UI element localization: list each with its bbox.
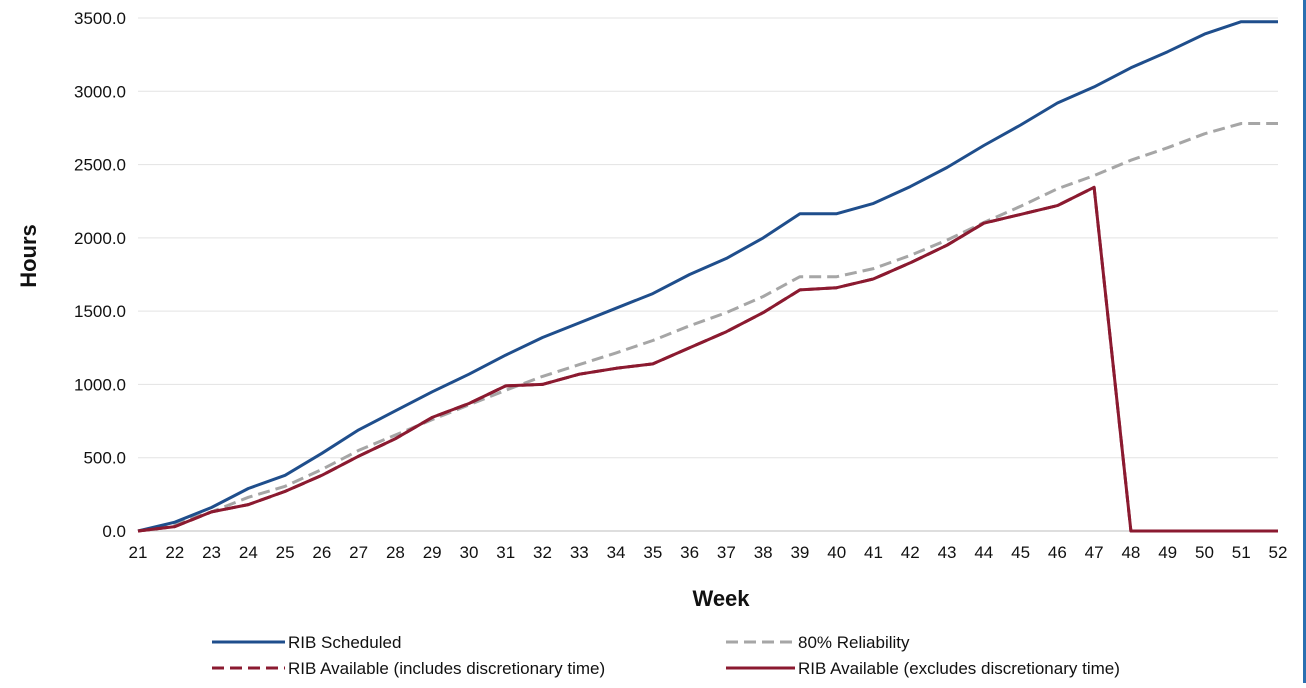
y-tick-label: 3000.0: [74, 82, 126, 101]
x-tick-label: 40: [827, 543, 846, 562]
x-tick-label: 23: [202, 543, 221, 562]
x-tick-label: 36: [680, 543, 699, 562]
x-tick-label: 37: [717, 543, 736, 562]
y-tick-label: 3500.0: [74, 9, 126, 28]
y-axis-title: Hours: [16, 224, 41, 288]
x-tick-label: 31: [496, 543, 515, 562]
x-tick-label: 38: [754, 543, 773, 562]
x-tick-label: 52: [1269, 543, 1288, 562]
x-tick-label: 34: [607, 543, 626, 562]
x-tick-label: 28: [386, 543, 405, 562]
x-tick-label: 46: [1048, 543, 1067, 562]
y-tick-label: 1000.0: [74, 375, 126, 394]
x-tick-label: 43: [938, 543, 957, 562]
x-tick-labels: 21 22 23 24 25 26 27 28 29 30 31 32 33 34 35 36 37 38 39 40…: [129, 543, 1288, 562]
x-tick-label: 33: [570, 543, 589, 562]
y-tick-label: 2000.0: [74, 229, 126, 248]
series-line-1: [137, 122, 1278, 533]
legend-item: RIB Available (excludes discretionary ti…: [726, 659, 1120, 678]
legend-label: RIB Scheduled: [288, 633, 401, 652]
x-tick-label: 44: [974, 543, 993, 562]
x-tick-label: 48: [1121, 543, 1140, 562]
legend-item: RIB Available (includes discretionary ti…: [212, 659, 605, 678]
legend: RIB Scheduled 80% Reliability RIB Availabl…: [212, 633, 1120, 678]
y-tick-label: 2500.0: [74, 156, 126, 175]
x-tick-label: 30: [460, 543, 479, 562]
legend-label: RIB Available (includes discretionary ti…: [288, 659, 605, 678]
x-tick-label: 24: [239, 543, 258, 562]
x-tick-label: 32: [533, 543, 552, 562]
x-tick-label: 51: [1232, 543, 1251, 562]
x-tick-label: 50: [1195, 543, 1214, 562]
x-tick-label: 47: [1085, 543, 1104, 562]
series-line-0: [137, 20, 1278, 533]
x-tick-label: 26: [312, 543, 331, 562]
y-tick-label: 1500.0: [74, 302, 126, 321]
series-lines: [137, 20, 1278, 533]
legend-label: 80% Reliability: [798, 633, 910, 652]
series-line-3: [137, 185, 1278, 533]
x-tick-label: 41: [864, 543, 883, 562]
legend-item: RIB Scheduled: [212, 633, 401, 652]
x-tick-label: 29: [423, 543, 442, 562]
x-tick-label: 22: [165, 543, 184, 562]
y-tick-label: 0.0: [102, 522, 126, 541]
x-tick-label: 45: [1011, 543, 1030, 562]
legend-label: RIB Available (excludes discretionary ti…: [798, 659, 1120, 678]
x-tick-label: 35: [643, 543, 662, 562]
x-tick-label: 21: [129, 543, 148, 562]
legend-item: 80% Reliability: [726, 633, 910, 652]
x-tick-label: 25: [276, 543, 295, 562]
y-tick-label: 500.0: [83, 449, 126, 468]
x-tick-label: 42: [901, 543, 920, 562]
x-tick-label: 27: [349, 543, 368, 562]
x-tick-label: 39: [790, 543, 809, 562]
y-tick-labels: 0.0 500.0 1000.0 1500.0 2000.0 2500.0 3000.0 35…: [74, 9, 126, 541]
x-axis-title: Week: [692, 586, 750, 611]
grid-lines: [138, 17, 1278, 532]
x-tick-label: 49: [1158, 543, 1177, 562]
